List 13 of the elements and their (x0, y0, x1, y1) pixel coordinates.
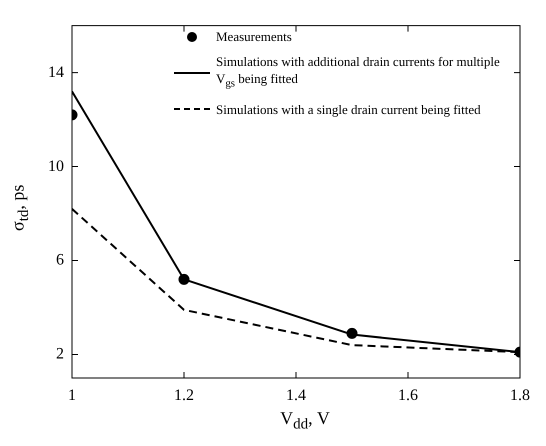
y-tick-label: 2 (56, 346, 64, 363)
legend-label: Simulations with additional drain currents for multiple V$_{gs}$ being fitted (216, 53, 501, 92)
y-tick-label: 6 (56, 252, 64, 269)
x-tick-label: 1.6 (398, 386, 418, 404)
legend-label: Simulations with a single drain current being fitted (216, 100, 481, 118)
legend-label: Measurements (216, 28, 292, 45)
x-tick-label: 1 (68, 386, 76, 404)
x-axis-title: V$_{dd}$, V (279, 408, 331, 434)
y-tick-label: 14 (48, 64, 64, 81)
x-tick-label: 1.2 (174, 386, 194, 404)
x-tick-label: 1.4 (286, 386, 306, 404)
y-tick-label: 10 (48, 158, 64, 175)
x-tick-label: 1.8 (510, 386, 530, 404)
